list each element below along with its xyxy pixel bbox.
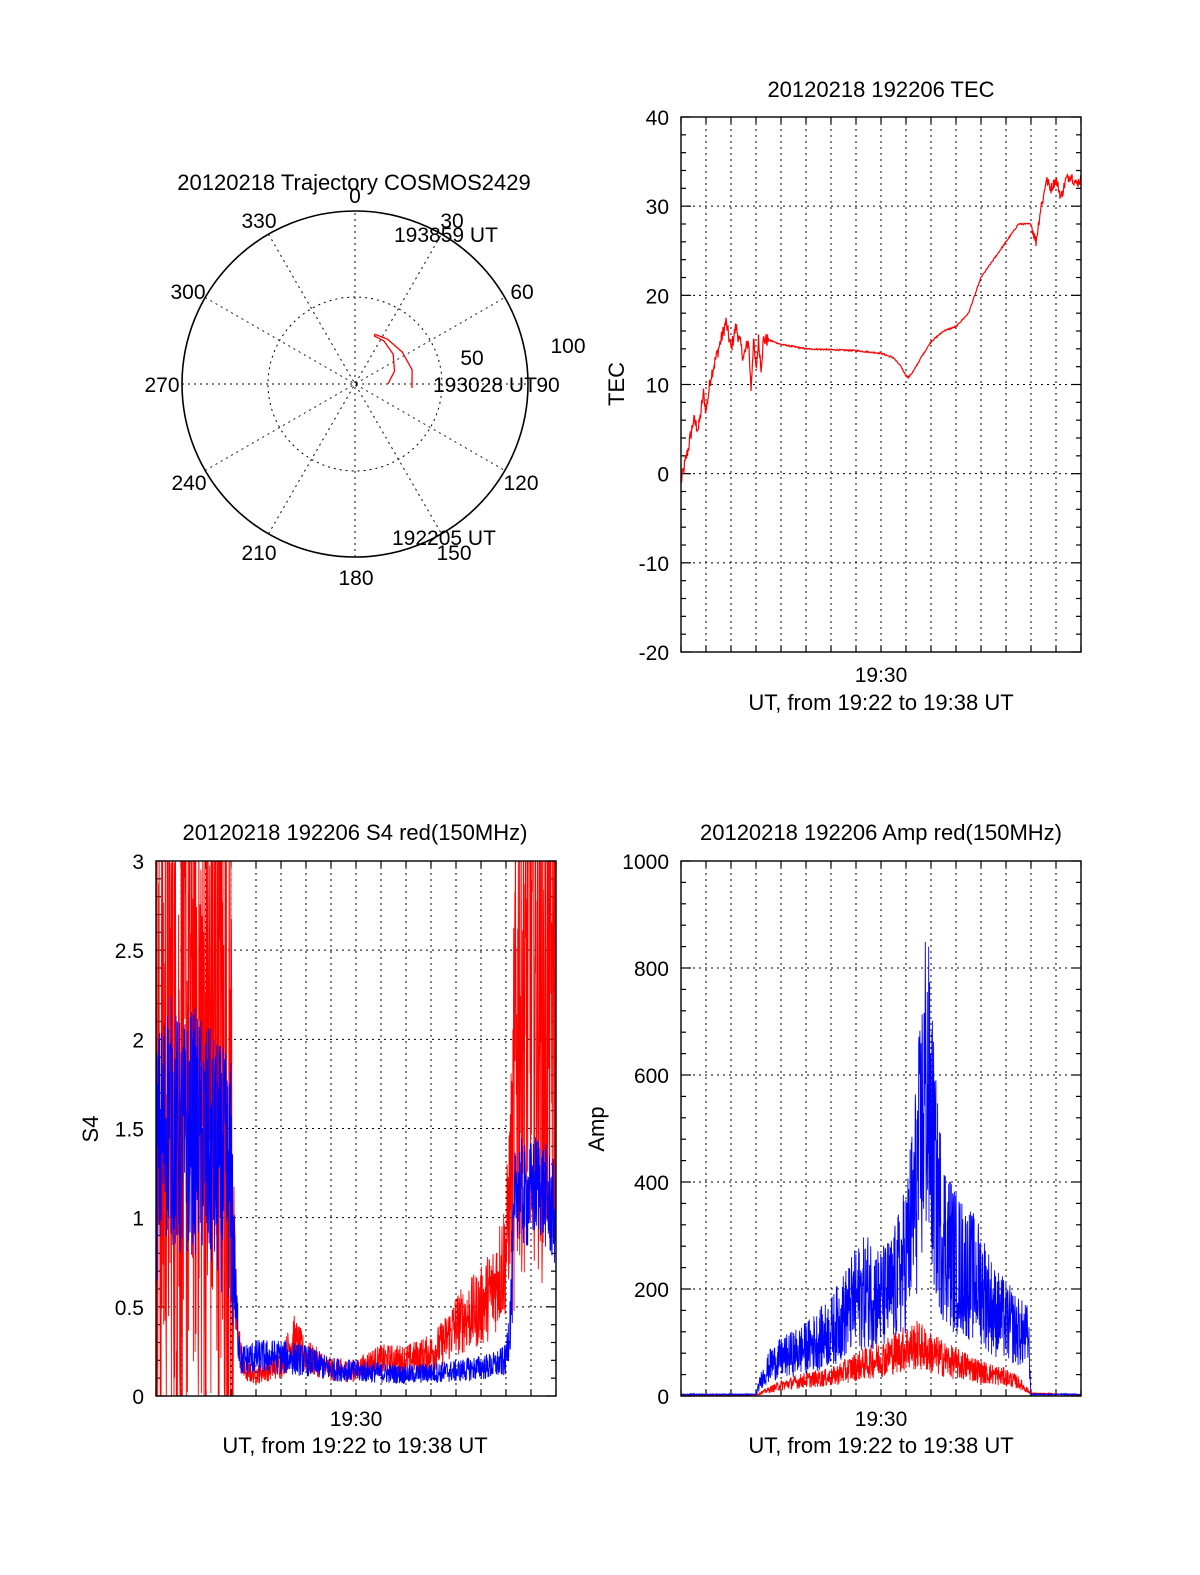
amp-y-tick: 1000 xyxy=(622,851,669,874)
amp-x-tick: 19:30 xyxy=(855,1408,908,1431)
s4-y-tick: 2.5 xyxy=(115,940,144,963)
trajectory-track xyxy=(373,333,413,389)
amp-frame xyxy=(680,860,1082,1397)
tec-y-tick: -20 xyxy=(639,642,669,665)
azimuth-label-300: 300 xyxy=(170,281,205,304)
polar-grid xyxy=(181,210,529,558)
amp-y-tick: 0 xyxy=(657,1386,669,1409)
polar-spoke-30 xyxy=(268,233,442,535)
s4-title: 20120218 192206 S4 red(150MHz) xyxy=(183,820,528,845)
tec-y-tick-labels: -20 -10 0 10 20 30 40 xyxy=(639,107,669,665)
s4-x-tick: 19:30 xyxy=(330,1408,383,1431)
trajectory-end-label: 193859 UT xyxy=(394,224,498,247)
s4-y-label: S4 xyxy=(78,1116,103,1143)
polar-spoke-150 xyxy=(268,233,442,535)
s4-y-tick: 0 xyxy=(132,1386,144,1409)
s4-y-tick: 1.5 xyxy=(115,1119,144,1142)
tec-frame xyxy=(680,116,1082,653)
polar-spoke-60 xyxy=(204,297,506,471)
azimuth-label-210: 210 xyxy=(241,542,276,565)
amp-y-tick: 400 xyxy=(634,1172,669,1195)
tec-y-tick: -10 xyxy=(639,553,669,576)
tec-y-tick: 0 xyxy=(657,464,669,487)
amp-y-tick: 600 xyxy=(634,1065,669,1088)
tec-y-label: TEC xyxy=(604,362,629,406)
amp-title: 20120218 192206 Amp red(150MHz) xyxy=(700,820,1062,845)
radial-label-100: 100 xyxy=(550,335,585,358)
azimuth-label-180: 180 xyxy=(338,567,373,590)
tec-x-label: UT, from 19:22 to 19:38 UT xyxy=(748,690,1013,715)
amp-series-blue-line xyxy=(681,941,1081,1396)
s4-panel: 20120218 192206 S4 red(150MHz) 0 0.5 1 1… xyxy=(78,820,557,1458)
tec-series-red-line xyxy=(681,173,1081,484)
s4-y-tick: 0.5 xyxy=(115,1297,144,1320)
radial-label-50: 50 xyxy=(460,347,483,370)
amp-y-tick: 200 xyxy=(634,1279,669,1302)
amp-series xyxy=(681,941,1081,1396)
tec-y-tick: 30 xyxy=(646,196,669,219)
polar-azimuth-labels: 0 30 60 90 120 150 180 210 240 270 300 3… xyxy=(144,185,559,590)
trajectory-start-label: 192205 UT xyxy=(392,527,496,550)
polar-title: 20120218 Trajectory COSMOS2429 xyxy=(177,170,530,195)
tec-title: 20120218 192206 TEC xyxy=(767,77,994,102)
tec-series xyxy=(681,173,1081,484)
amp-x-label: UT, from 19:22 to 19:38 UT xyxy=(748,1433,1013,1458)
azimuth-label-270: 270 xyxy=(144,374,179,397)
tec-y-tick: 40 xyxy=(646,107,669,130)
azimuth-label-30: 30 xyxy=(440,210,463,233)
tec-grid xyxy=(681,117,1081,652)
amp-panel: 20120218 192206 Amp red(150MHz) 0 200 40… xyxy=(584,820,1082,1458)
tec-panel: 20120218 192206 TEC -20 -10 0 10 20 30 4… xyxy=(604,77,1082,715)
s4-y-tick: 2 xyxy=(132,1029,144,1052)
azimuth-label-90: 90 xyxy=(536,374,559,397)
azimuth-label-240: 240 xyxy=(171,472,206,495)
s4-y-tick: 3 xyxy=(132,851,144,874)
tec-x-tick: 19:30 xyxy=(855,664,908,687)
polar-inner-ring xyxy=(267,296,443,472)
azimuth-label-330: 330 xyxy=(241,210,276,233)
azimuth-label-0: 0 xyxy=(349,185,361,208)
tec-y-tick: 20 xyxy=(646,285,669,308)
tec-y-tick: 10 xyxy=(646,375,669,398)
amp-y-label: Amp xyxy=(584,1106,609,1151)
s4-series-blue-line xyxy=(156,997,556,1384)
s4-frame xyxy=(155,860,557,1397)
s4-series xyxy=(156,861,556,1396)
polar-panel: 20120218 Trajectory COSMOS2429 0 30 60 9… xyxy=(144,170,585,590)
azimuth-label-120: 120 xyxy=(503,472,538,495)
polar-spoke-120 xyxy=(204,297,506,471)
amp-y-tick-labels: 0 200 400 600 800 1000 xyxy=(622,851,669,1409)
trajectory-mid-label: 193028 UT xyxy=(433,374,537,397)
azimuth-label-60: 60 xyxy=(510,281,533,304)
s4-y-tick: 1 xyxy=(132,1208,144,1231)
s4-y-tick-labels: 0 0.5 1 1.5 2 2.5 3 xyxy=(115,851,144,1409)
polar-spokes xyxy=(182,211,528,557)
amp-y-tick: 800 xyxy=(634,958,669,981)
s4-x-label: UT, from 19:22 to 19:38 UT xyxy=(222,1433,487,1458)
azimuth-label-150: 150 xyxy=(436,542,471,565)
